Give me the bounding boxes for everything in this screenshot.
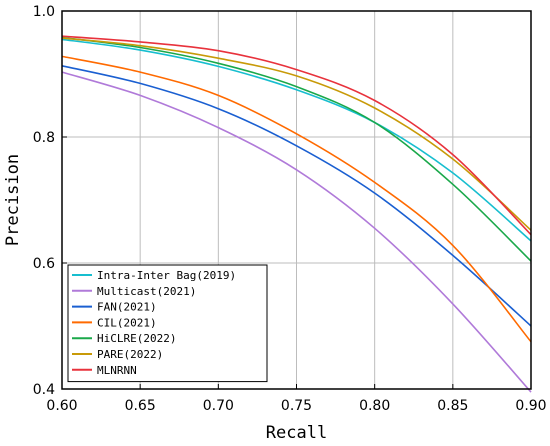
x-tick-label: 0.65 (125, 398, 156, 414)
x-tick-label: 0.60 (46, 398, 77, 414)
series-line-0 (61, 38, 532, 242)
grid (62, 11, 531, 389)
legend-label-5: PARE(2022) (97, 348, 163, 361)
legend-label-6: MLNRNN (97, 364, 137, 377)
y-tick-label: 0.8 (33, 130, 55, 146)
y-tick-label: 0.4 (33, 382, 55, 398)
x-tick-label: 0.80 (359, 398, 390, 414)
series-line-2 (61, 65, 532, 327)
series-lines (61, 35, 532, 393)
x-tick-label: 0.90 (515, 398, 546, 414)
legend-label-3: CIL(2021) (97, 316, 157, 329)
y-tick-label: 1.0 (33, 4, 55, 20)
legend-label-1: Multicast(2021) (97, 285, 196, 298)
series-line-6 (61, 35, 532, 236)
y-axis-label: Precision (3, 154, 23, 246)
series-line-1 (61, 71, 532, 393)
x-tick-label: 0.70 (203, 398, 234, 414)
legend-label-0: Intra-Inter Bag(2019) (97, 269, 236, 282)
legend-label-2: FAN(2021) (97, 301, 157, 314)
x-axis-label: Recall (266, 423, 327, 443)
y-tick-label: 0.6 (33, 256, 55, 272)
legend-box (67, 264, 268, 383)
y-axis: 0.4 0.6 0.8 1.0 (33, 4, 67, 398)
x-tick-label: 0.75 (281, 398, 312, 414)
series-line-3 (61, 55, 532, 343)
series-line-4 (61, 36, 532, 262)
x-tick-label: 0.85 (437, 398, 468, 414)
x-axis: 0.60 0.65 0.70 0.75 0.80 0.85 0.90 (46, 384, 547, 414)
legend-label-4: HiCLRE(2022) (97, 332, 176, 345)
legend: Intra-Inter Bag(2019) Multicast(2021) FAN(… (67, 264, 268, 383)
series-line-5 (61, 37, 532, 231)
